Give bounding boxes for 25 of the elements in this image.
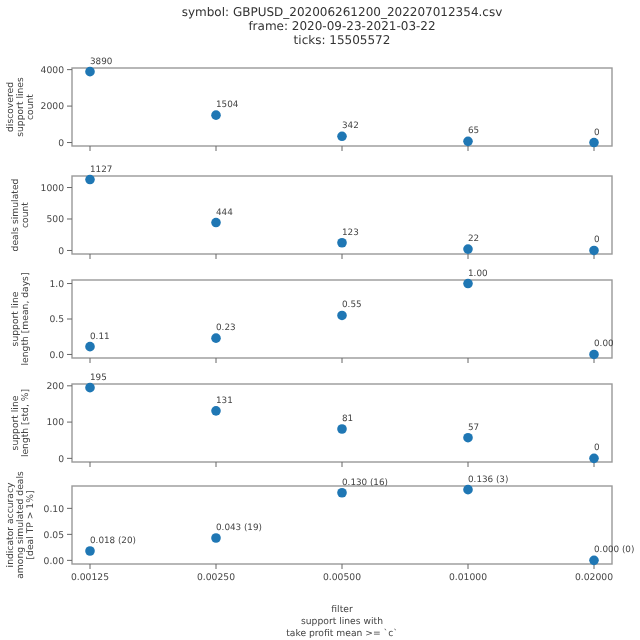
point bbox=[463, 244, 473, 254]
point bbox=[337, 487, 347, 498]
point bbox=[85, 341, 95, 352]
point bbox=[85, 546, 95, 556]
point bbox=[85, 66, 95, 77]
point bbox=[589, 453, 599, 464]
point bbox=[589, 555, 599, 566]
point bbox=[463, 136, 473, 147]
point bbox=[337, 131, 347, 142]
point bbox=[85, 174, 95, 185]
point bbox=[211, 110, 221, 120]
point bbox=[211, 406, 221, 416]
point bbox=[337, 310, 347, 321]
point bbox=[211, 217, 221, 228]
point bbox=[589, 137, 599, 148]
point bbox=[337, 237, 347, 248]
point bbox=[337, 424, 347, 434]
point bbox=[589, 349, 599, 360]
point bbox=[463, 432, 473, 443]
point bbox=[211, 533, 221, 543]
point bbox=[589, 245, 599, 256]
point bbox=[85, 382, 95, 393]
point bbox=[211, 333, 221, 343]
point bbox=[463, 484, 473, 495]
point bbox=[463, 278, 473, 289]
